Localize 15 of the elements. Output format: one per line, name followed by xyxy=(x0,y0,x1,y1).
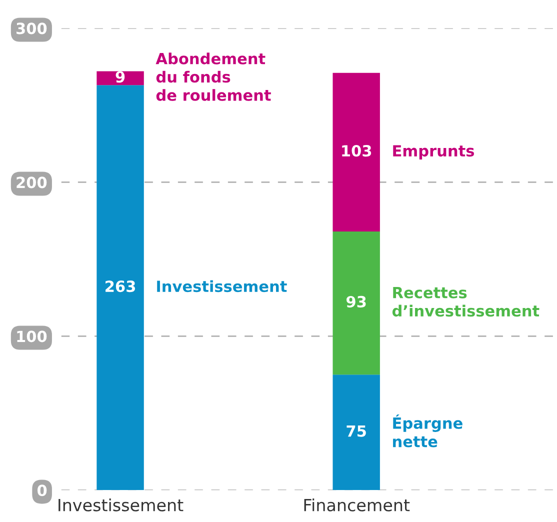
data-label: 9 xyxy=(116,71,125,83)
series-label: Épargne nette xyxy=(393,414,462,448)
y-tick-label: 300 xyxy=(16,22,47,34)
data-label: 93 xyxy=(346,296,366,308)
y-tick-label: 200 xyxy=(16,176,47,188)
y-tick-label: 0 xyxy=(37,484,47,496)
series-label: Investissement xyxy=(157,280,287,292)
y-tick-label: 100 xyxy=(17,330,47,342)
data-label: 75 xyxy=(346,425,366,437)
data-label: 263 xyxy=(106,280,136,292)
series-label: Emprunts xyxy=(393,145,474,160)
x-tick-label: Financement xyxy=(304,498,410,512)
data-label: 103 xyxy=(342,145,372,157)
series-label: Recettes d’investissement xyxy=(392,287,540,317)
series-label: Abondement du fonds de roulement xyxy=(156,52,271,101)
